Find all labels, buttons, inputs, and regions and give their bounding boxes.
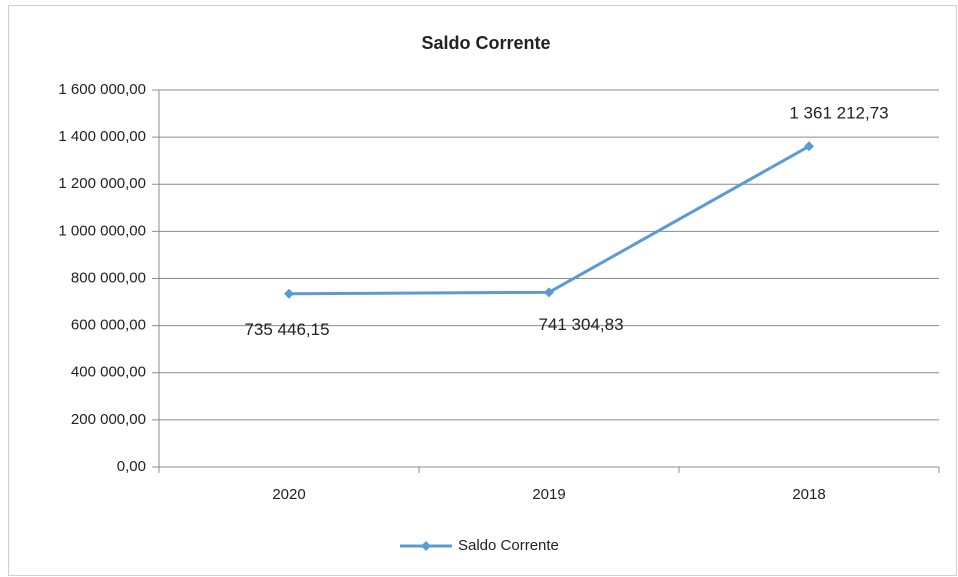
legend-label: Saldo Corrente [458, 537, 559, 554]
chart-title: Saldo Corrente [421, 33, 550, 53]
data-label: 1 361 212,73 [789, 104, 888, 123]
marker [544, 287, 554, 298]
y-tick-label: 600 000,00 [71, 317, 146, 334]
y-tick-label: 400 000,00 [71, 364, 146, 381]
data-label: 735 446,15 [244, 320, 329, 339]
legend-marker [421, 541, 431, 551]
y-tick-label: 1 200 000,00 [58, 175, 146, 192]
chart-border [8, 5, 957, 576]
x-tick-label: 2018 [792, 486, 825, 503]
y-tick-label: 800 000,00 [71, 269, 146, 286]
y-tick-label: 200 000,00 [71, 411, 146, 428]
data-label: 741 304,83 [538, 315, 623, 334]
x-tick-label: 2019 [532, 486, 565, 503]
y-tick-label: 0,00 [117, 458, 146, 475]
y-tick-label: 1 000 000,00 [58, 222, 146, 239]
marker [284, 288, 294, 299]
marker [804, 141, 814, 152]
y-tick-label: 1 400 000,00 [58, 128, 146, 145]
x-tick-label: 2020 [272, 486, 305, 503]
y-tick-label: 1 600 000,00 [58, 81, 146, 98]
